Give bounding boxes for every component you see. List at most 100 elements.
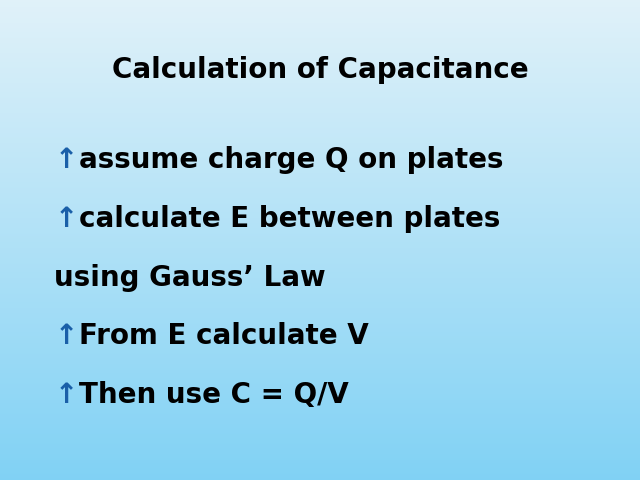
- Bar: [0, 18, 640, 19]
- Bar: [0, 209, 640, 210]
- Bar: [0, 155, 640, 156]
- Bar: [0, 283, 640, 284]
- Bar: [0, 214, 640, 215]
- Bar: [0, 137, 640, 138]
- Bar: [0, 46, 640, 47]
- Bar: [0, 184, 640, 185]
- Bar: [0, 369, 640, 370]
- Bar: [0, 449, 640, 450]
- Bar: [0, 192, 640, 193]
- Bar: [0, 436, 640, 437]
- Bar: [0, 454, 640, 455]
- Bar: [0, 149, 640, 150]
- Bar: [0, 34, 640, 35]
- Bar: [0, 25, 640, 26]
- Bar: [0, 74, 640, 75]
- Bar: [0, 321, 640, 322]
- Bar: [0, 331, 640, 332]
- Bar: [0, 42, 640, 43]
- Bar: [0, 445, 640, 446]
- Bar: [0, 122, 640, 123]
- Bar: [0, 311, 640, 312]
- Bar: [0, 420, 640, 421]
- Bar: [0, 245, 640, 246]
- Text: From E calculate V: From E calculate V: [79, 322, 369, 350]
- Bar: [0, 80, 640, 82]
- Bar: [0, 292, 640, 293]
- Bar: [0, 350, 640, 351]
- Bar: [0, 361, 640, 362]
- Bar: [0, 393, 640, 394]
- Bar: [0, 78, 640, 79]
- Bar: [0, 231, 640, 233]
- Bar: [0, 274, 640, 275]
- Bar: [0, 240, 640, 241]
- Bar: [0, 204, 640, 205]
- Bar: [0, 27, 640, 29]
- Bar: [0, 238, 640, 239]
- Bar: [0, 412, 640, 413]
- Bar: [0, 317, 640, 318]
- Bar: [0, 249, 640, 250]
- Bar: [0, 15, 640, 17]
- Bar: [0, 182, 640, 183]
- Bar: [0, 437, 640, 438]
- Bar: [0, 130, 640, 131]
- Bar: [0, 360, 640, 361]
- Bar: [0, 332, 640, 334]
- Bar: [0, 120, 640, 121]
- Bar: [0, 301, 640, 302]
- Bar: [0, 450, 640, 451]
- Bar: [0, 244, 640, 245]
- Bar: [0, 385, 640, 386]
- Bar: [0, 346, 640, 347]
- Bar: [0, 89, 640, 90]
- Bar: [0, 166, 640, 167]
- Bar: [0, 378, 640, 379]
- Bar: [0, 230, 640, 231]
- Bar: [0, 133, 640, 134]
- Bar: [0, 73, 640, 74]
- Bar: [0, 279, 640, 281]
- Bar: [0, 10, 640, 11]
- Bar: [0, 67, 640, 68]
- Bar: [0, 119, 640, 120]
- Bar: [0, 271, 640, 272]
- Bar: [0, 227, 640, 228]
- Bar: [0, 298, 640, 299]
- Bar: [0, 325, 640, 326]
- Bar: [0, 190, 640, 191]
- Bar: [0, 443, 640, 444]
- Bar: [0, 205, 640, 206]
- Bar: [0, 414, 640, 415]
- Bar: [0, 87, 640, 89]
- Bar: [0, 284, 640, 286]
- Bar: [0, 302, 640, 304]
- Bar: [0, 425, 640, 426]
- Bar: [0, 58, 640, 59]
- Bar: [0, 444, 640, 445]
- Bar: [0, 178, 640, 179]
- Bar: [0, 134, 640, 135]
- Bar: [0, 66, 640, 67]
- Bar: [0, 7, 640, 8]
- Bar: [0, 109, 640, 110]
- Bar: [0, 19, 640, 20]
- Text: ↑: ↑: [54, 205, 77, 233]
- Bar: [0, 97, 640, 98]
- Bar: [0, 194, 640, 196]
- Bar: [0, 404, 640, 406]
- Bar: [0, 345, 640, 346]
- Bar: [0, 319, 640, 321]
- Bar: [0, 408, 640, 409]
- Bar: [0, 198, 640, 199]
- Bar: [0, 173, 640, 174]
- Bar: [0, 252, 640, 253]
- Bar: [0, 108, 640, 109]
- Bar: [0, 147, 640, 149]
- Bar: [0, 341, 640, 342]
- Bar: [0, 478, 640, 479]
- Bar: [0, 257, 640, 258]
- Bar: [0, 391, 640, 392]
- Bar: [0, 390, 640, 391]
